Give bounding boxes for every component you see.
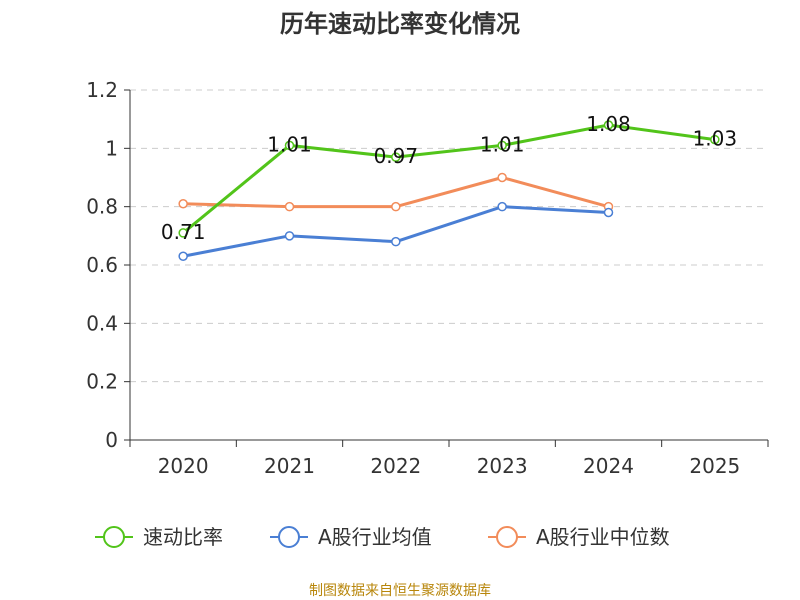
series-line bbox=[182, 123, 716, 235]
data-point bbox=[603, 207, 614, 218]
legend-marker bbox=[496, 526, 518, 548]
data-point bbox=[497, 172, 507, 183]
axes: 0 0.2 0.4 0.6 0.8 1 1.2 2020 2021 2022 2023 2024 202… bbox=[86, 78, 769, 478]
data-label: 1.01 bbox=[267, 132, 312, 156]
data-point bbox=[178, 199, 188, 209]
series-layer bbox=[178, 120, 720, 261]
legend-label: A股行业中位数 bbox=[536, 525, 670, 549]
legend-item[interactable]: 速动比率 bbox=[95, 525, 223, 549]
y-tick-label: 0.8 bbox=[86, 195, 118, 219]
legend-label: A股行业均值 bbox=[318, 525, 432, 549]
legend-marker bbox=[278, 526, 300, 548]
data-point bbox=[497, 140, 507, 151]
x-tick-label: 2022 bbox=[370, 454, 421, 478]
data-point bbox=[178, 251, 188, 261]
data-point bbox=[284, 140, 295, 151]
y-tick-label: 0.2 bbox=[86, 370, 118, 394]
source-note: 制图数据来自恒生聚源数据库 bbox=[309, 583, 491, 599]
y-tick-label: 0.6 bbox=[86, 253, 118, 277]
data-point bbox=[391, 236, 401, 247]
data-point bbox=[603, 120, 614, 130]
data-label: 1.01 bbox=[480, 132, 525, 156]
data-point bbox=[284, 201, 295, 212]
y-tick-label: 1 bbox=[105, 136, 118, 160]
y-tick-label: 0 bbox=[105, 428, 118, 452]
data-label: 0.71 bbox=[161, 220, 206, 244]
x-tick-label: 2023 bbox=[477, 454, 528, 478]
data-label: 1.08 bbox=[586, 112, 631, 136]
legend-item[interactable]: A股行业均值 bbox=[270, 525, 432, 549]
data-point bbox=[391, 201, 401, 212]
chart-title: 历年速动比率变化情况 bbox=[280, 10, 520, 38]
data-point bbox=[284, 231, 295, 241]
x-tick-label: 2024 bbox=[583, 454, 634, 478]
data-point bbox=[710, 134, 720, 145]
legend-item[interactable]: A股行业中位数 bbox=[488, 525, 670, 549]
x-tick-label: 2021 bbox=[264, 454, 315, 478]
series-0 bbox=[178, 120, 720, 238]
legend-marker bbox=[103, 526, 125, 548]
data-point bbox=[497, 201, 507, 212]
data-point bbox=[178, 228, 188, 238]
series-1 bbox=[178, 201, 614, 261]
data-label: 1.03 bbox=[693, 127, 738, 151]
data-point bbox=[391, 152, 401, 162]
y-tick-label: 0.4 bbox=[86, 311, 118, 335]
series-2 bbox=[178, 172, 614, 212]
x-tick-label: 2025 bbox=[689, 454, 740, 478]
data-labels: 0.71 1.01 0.97 1.01 1.08 1.03 bbox=[161, 112, 737, 244]
series-line bbox=[182, 205, 609, 258]
legend-label: 速动比率 bbox=[143, 525, 223, 549]
x-tick-label: 2020 bbox=[158, 454, 209, 478]
grid-lines bbox=[130, 89, 768, 383]
legend[interactable]: 速动比率 A股行业均值 A股行业中位数 bbox=[95, 525, 670, 549]
y-tick-label: 1.2 bbox=[86, 78, 118, 102]
data-label: 0.97 bbox=[374, 144, 419, 168]
